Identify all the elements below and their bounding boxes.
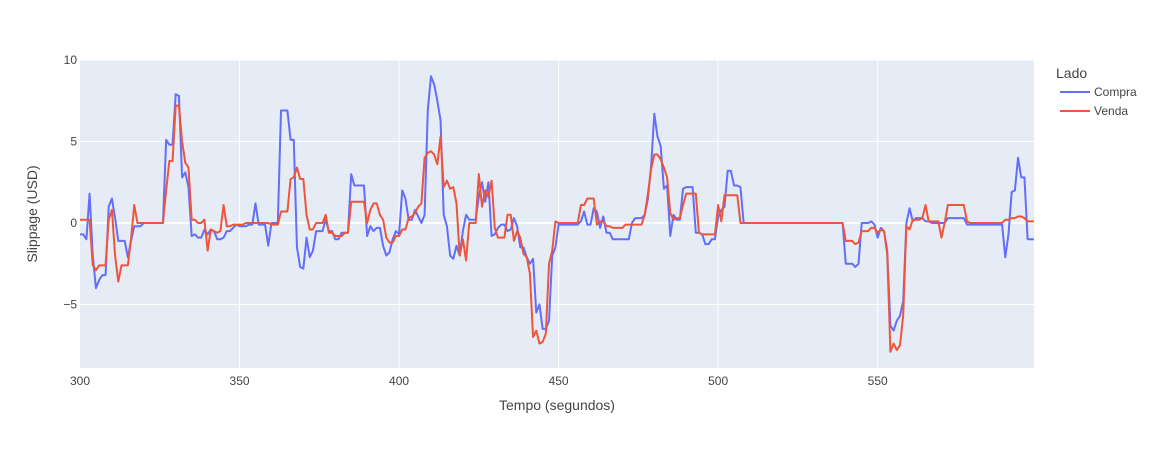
legend-title: Lado xyxy=(1056,65,1087,81)
x-tick-label: 350 xyxy=(230,374,250,388)
legend[interactable]: Lado Compra Venda xyxy=(1056,65,1137,118)
y-tick-label: −5 xyxy=(63,297,77,311)
x-tick-label: 400 xyxy=(389,374,409,388)
series-line-venda[interactable] xyxy=(80,104,1034,353)
y-tick-label: 10 xyxy=(64,53,78,67)
series-lines xyxy=(80,75,1034,353)
x-tick-label: 450 xyxy=(549,374,569,388)
x-tick-label: 300 xyxy=(70,374,90,388)
x-tick-label: 500 xyxy=(708,374,728,388)
y-axis-ticks: −5 0 5 10 xyxy=(63,53,77,311)
x-tick-label: 550 xyxy=(868,374,888,388)
y-axis-title: Slippage (USD) xyxy=(24,165,40,262)
y-tick-label: 0 xyxy=(70,216,77,230)
x-axis-title: Tempo (segundos) xyxy=(499,397,615,413)
y-tick-label: 5 xyxy=(70,134,77,148)
legend-label-compra[interactable]: Compra xyxy=(1094,85,1137,99)
plot-background xyxy=(80,60,1034,368)
legend-label-venda[interactable]: Venda xyxy=(1094,104,1128,118)
x-axis-ticks: 300 350 400 450 500 550 xyxy=(70,374,888,388)
series-line-compra[interactable] xyxy=(80,75,1034,332)
